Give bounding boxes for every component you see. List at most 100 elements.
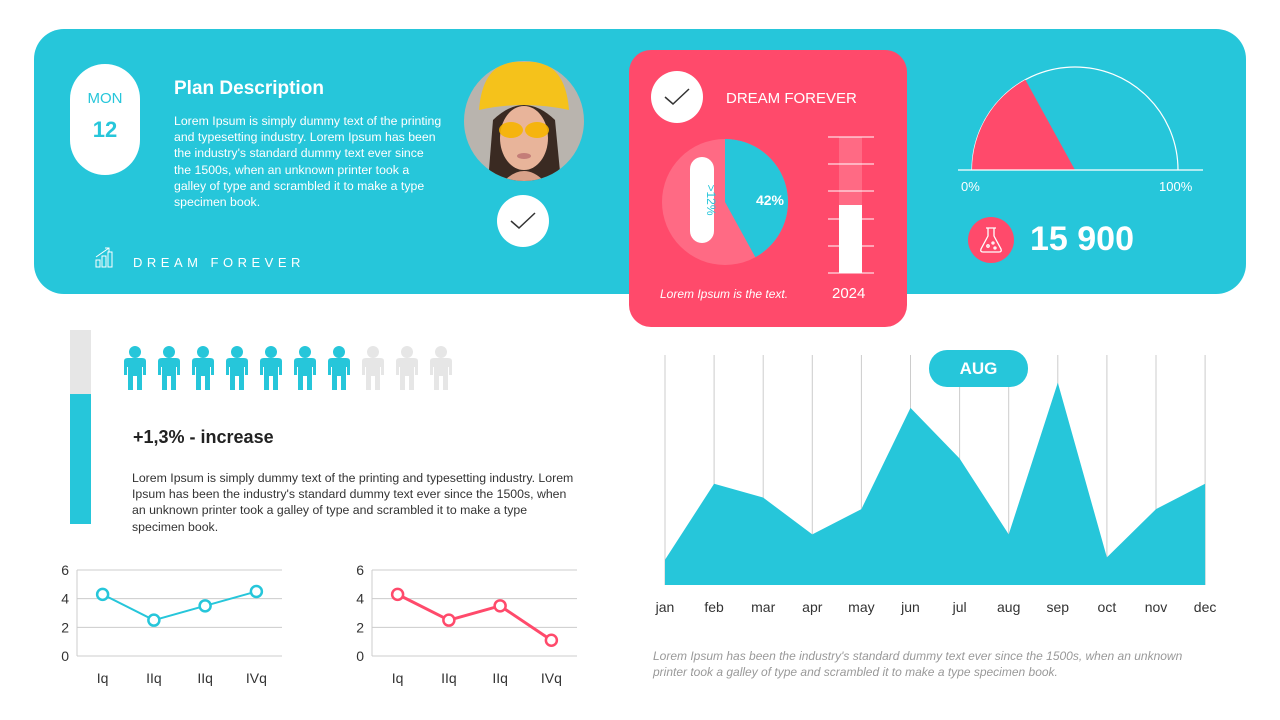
profile-photo [464, 61, 584, 181]
data-point [544, 633, 559, 647]
y-tick-label: 0 [61, 648, 69, 664]
person-icon-filled [226, 346, 248, 390]
pill-label: >12% [704, 184, 718, 215]
y-tick-label: 0 [356, 648, 364, 664]
gauge-min-label: 0% [961, 179, 980, 194]
date-badge: MON 12 [70, 64, 140, 175]
person-head [401, 346, 413, 358]
tagline: DREAM FOREVER [133, 255, 305, 270]
person-head [231, 346, 243, 358]
y-tick-label: 6 [61, 562, 69, 578]
data-point [198, 599, 212, 613]
person-body [158, 358, 180, 390]
check-icon [510, 212, 536, 230]
person-body [226, 358, 248, 390]
line-chart-pink: 0 2 4 6 Iq IIq IIq IVq [356, 562, 577, 686]
pie-label: 42% [756, 192, 785, 208]
bar-fill [839, 205, 862, 273]
series-line [396, 593, 553, 642]
x-tick-label: aug [997, 599, 1020, 615]
gauge-max-label: 100% [1159, 179, 1193, 194]
card-caption: Lorem Ipsum is the text. [660, 287, 789, 301]
person-body [362, 358, 384, 390]
increase-description: Lorem Ipsum is simply dummy text of the … [132, 471, 574, 534]
people-icons [124, 346, 452, 390]
day-label: MON [87, 90, 123, 107]
card-title: DREAM FOREVER [726, 90, 857, 107]
x-tick-label: IIq [197, 670, 213, 686]
stat-value: 15 900 [1030, 220, 1134, 258]
person-icon-empty [430, 346, 452, 390]
x-tick-label: nov [1145, 599, 1168, 615]
pie-chart: >12% 42% [662, 139, 788, 265]
area-series [665, 382, 1206, 585]
pill-badge [690, 157, 714, 243]
person-body [294, 358, 316, 390]
day-number: 12 [92, 117, 118, 142]
person-icon-empty [396, 346, 418, 390]
person-body [328, 358, 350, 390]
person-icon-filled [260, 346, 282, 390]
person-body [430, 358, 452, 390]
person-body [124, 358, 146, 390]
line-chart-cyan: 0 2 4 6 Iq IIq IIq IVq [61, 562, 282, 686]
x-tick-label: IVq [541, 670, 562, 686]
pie-slice-42 [725, 139, 788, 258]
check-button[interactable] [497, 195, 549, 247]
person-head [163, 346, 175, 358]
series-line [102, 590, 257, 622]
x-tick-label: IIq [492, 670, 508, 686]
person-head [129, 346, 141, 358]
x-tick-label: feb [704, 599, 724, 615]
person-icon-empty [362, 346, 384, 390]
x-tick-label: IIq [441, 670, 457, 686]
person-body [396, 358, 418, 390]
y-tick-label: 2 [61, 619, 69, 635]
increase-label: +1,3% - increase [133, 427, 274, 447]
bar-year: 2024 [832, 285, 866, 302]
person-body [260, 358, 282, 390]
x-tick-label: IVq [246, 670, 267, 686]
x-tick-label: apr [802, 599, 823, 615]
person-body [192, 358, 214, 390]
person-icon-filled [294, 346, 316, 390]
x-tick-label: mar [751, 599, 775, 615]
y-tick-label: 6 [356, 562, 364, 578]
year-bar [828, 136, 874, 274]
y-tick-label: 4 [61, 591, 69, 607]
data-point [493, 599, 507, 613]
flask-icon [968, 217, 1014, 263]
person-icon-filled [192, 346, 214, 390]
x-tick-label: oct [1098, 599, 1117, 615]
progress-bar-vertical [70, 330, 91, 524]
x-tick-label: jun [900, 599, 920, 615]
person-icon-filled [158, 346, 180, 390]
x-tick-label: may [848, 599, 874, 615]
bar-chart-growth-icon [95, 247, 113, 268]
x-tick-label: sep [1047, 599, 1070, 615]
x-tick-label: dec [1194, 599, 1217, 615]
area-chart: jan feb mar apr may jun jul aug sep oct nov dec [655, 355, 1217, 615]
person-head [435, 346, 447, 358]
check-button-card[interactable] [651, 71, 703, 123]
data-point [95, 587, 110, 602]
y-tick-label: 2 [356, 619, 364, 635]
highlight-month-badge: AUG [929, 350, 1028, 387]
x-tick-label: IIq [146, 670, 162, 686]
person-icon-filled [328, 346, 350, 390]
plan-title: Plan Description [174, 78, 324, 99]
x-tick-label: Iq [97, 670, 109, 686]
x-tick-label: jan [655, 599, 675, 615]
y-tick-label: 4 [356, 591, 364, 607]
person-head [333, 346, 345, 358]
person-head [367, 346, 379, 358]
gauge-chart [958, 66, 1203, 171]
person-head [197, 346, 209, 358]
area-caption: Lorem Ipsum has been the industry's stan… [653, 649, 1183, 679]
data-point [249, 584, 264, 599]
data-point [147, 613, 161, 627]
data-point [442, 613, 456, 627]
data-point [390, 587, 405, 602]
person-head [265, 346, 277, 358]
gauge-fill [972, 79, 1075, 170]
